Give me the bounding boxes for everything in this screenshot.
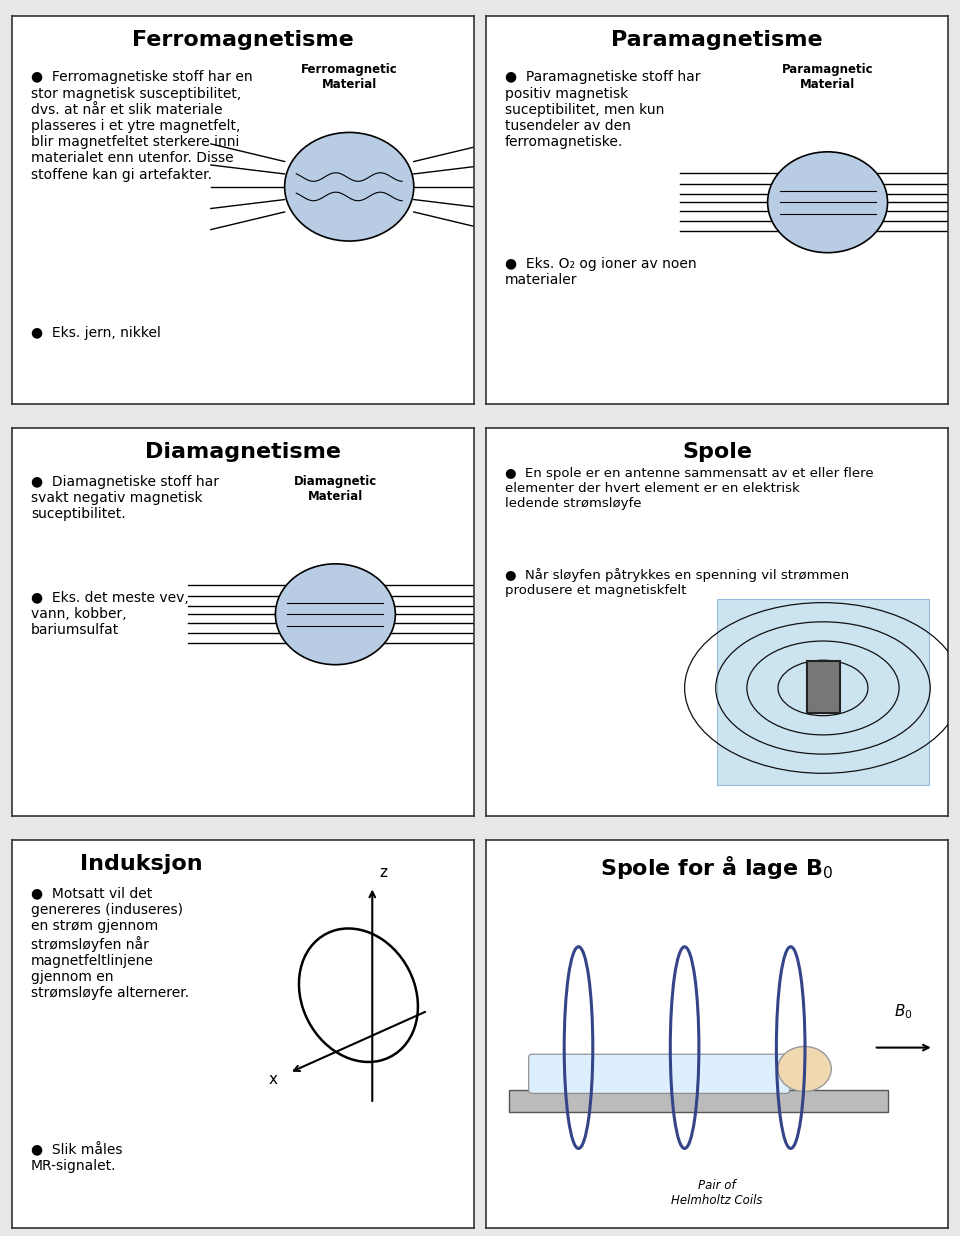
Text: Paramagnetisme: Paramagnetisme [612,30,823,49]
Text: x: x [269,1073,277,1088]
Text: Spole: Spole [682,441,752,461]
Circle shape [768,152,888,252]
Text: Diamagnetic
Material: Diamagnetic Material [294,475,377,503]
Text: ●  Eks. O₂ og ioner av noen
materialer: ● Eks. O₂ og ioner av noen materialer [505,257,696,287]
Text: Pair of
Helmholtz Coils: Pair of Helmholtz Coils [671,1179,762,1206]
FancyBboxPatch shape [529,1054,790,1094]
Text: ●  Diamagnetiske stoff har
svakt negativ magnetisk
suceptibilitet.: ● Diamagnetiske stoff har svakt negativ … [31,475,219,522]
Text: Diamagnetisme: Diamagnetisme [145,441,341,461]
Text: Ferromagnetisme: Ferromagnetisme [132,30,354,49]
Text: ●  Eks. jern, nikkel: ● Eks. jern, nikkel [31,326,161,340]
Circle shape [284,132,414,241]
Circle shape [778,1047,831,1091]
Text: Paramagnetic
Material: Paramagnetic Material [781,63,874,90]
Text: ●  Paramagnetiske stoff har
positiv magnetisk
suceptibilitet, men kun
tusendeler: ● Paramagnetiske stoff har positiv magne… [505,70,700,150]
Text: Induksjon: Induksjon [81,854,203,874]
Text: $B_0$: $B_0$ [895,1002,913,1021]
Text: z: z [379,865,387,880]
Text: ●  En spole er en antenne sammensatt av et eller flere
elementer der hvert eleme: ● En spole er en antenne sammensatt av e… [505,467,874,510]
Text: ●  Når sløyfen påtrykkes en spenning vil strømmen
produsere et magnetiskfelt: ● Når sløyfen påtrykkes en spenning vil … [505,567,849,597]
FancyBboxPatch shape [510,1090,888,1111]
Text: ●  Eks. det meste vev,
vann, kobber,
bariumsulfat: ● Eks. det meste vev, vann, kobber, bari… [31,591,189,638]
Text: ●  Motsatt vil det
genereres (induseres)
en strøm gjennom
strømsløyfen når
magne: ● Motsatt vil det genereres (induseres) … [31,886,189,1000]
Text: Ferromagnetic
Material: Ferromagnetic Material [300,63,397,90]
Text: Spole for å lage B$_0$: Spole for å lage B$_0$ [600,854,833,880]
FancyBboxPatch shape [806,661,840,713]
Text: ●  Slik måles
MR-signalet.: ● Slik måles MR-signalet. [31,1142,123,1173]
Text: ●  Ferromagnetiske stoff har en
stor magnetisk susceptibilitet,
dvs. at når et s: ● Ferromagnetiske stoff har en stor magn… [31,70,252,182]
Circle shape [276,564,396,665]
FancyBboxPatch shape [717,598,929,785]
